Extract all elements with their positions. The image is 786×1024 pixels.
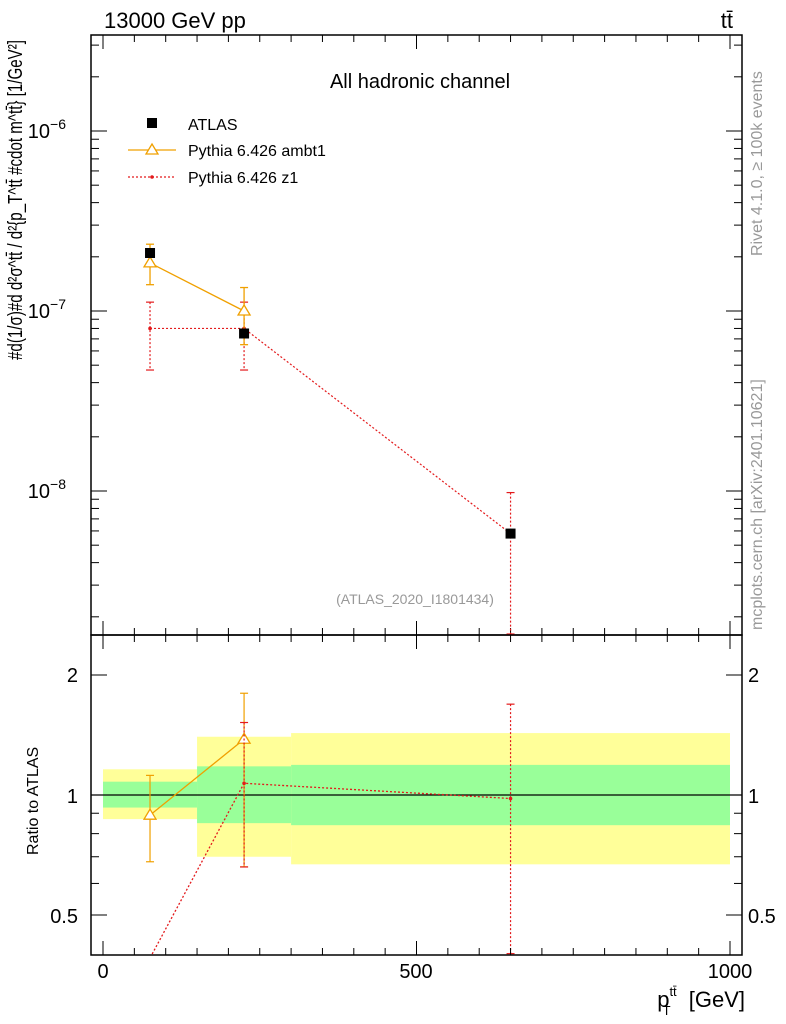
legend-atlas-marker xyxy=(147,118,157,128)
analysis-tag: (ATLAS_2020_I1801434) xyxy=(336,591,494,607)
legend-ambt1-label: Pythia 6.426 ambt1 xyxy=(188,143,326,160)
process-label: tt̄ xyxy=(721,8,733,33)
y-tick-label-1e-6: 10−6 xyxy=(28,116,66,143)
ambt1-point xyxy=(142,255,158,268)
mcplots-label: mcplots.cern.ch [arXiv:2401.10621] xyxy=(749,379,766,630)
ratio-z1-point xyxy=(242,781,246,786)
ratio-ambt1-point xyxy=(142,807,158,820)
ambt1-line xyxy=(149,262,245,312)
atlas-point xyxy=(239,328,250,339)
ratio-panel: Ratio to ATLAS 0.5 1 2 0.5 1 2 0 500 100… xyxy=(25,634,776,1018)
ratio-series xyxy=(142,692,515,955)
main-ticks xyxy=(91,35,742,635)
x-axis-title: ptt̄ T [GeV] xyxy=(657,984,745,1018)
legend-z1-marker xyxy=(150,175,154,179)
main-title: All hadronic channel xyxy=(330,71,510,93)
main-y-axis-title: #d(1/σ)#d d²σ^tt̄ / d²{p_T^tt̄ #cdot m^t… xyxy=(5,40,27,360)
ratio-z1-point xyxy=(508,796,513,801)
legend-ambt1-marker xyxy=(144,142,160,155)
legend-atlas-label: ATLAS xyxy=(188,117,238,134)
ratio-ambt1-line xyxy=(149,738,245,816)
ratio-y-tick-label-left-0.5: 0.5 xyxy=(50,906,78,928)
ratio-y-tick-label-right-0.5: 0.5 xyxy=(748,906,776,928)
main-y-tick-labels: 10−6 10−7 10−8 xyxy=(28,116,66,503)
atlas-point xyxy=(505,528,516,539)
ratio-ticks xyxy=(91,635,742,955)
ratio-y-tick-label-left-2: 2 xyxy=(67,665,78,687)
legend-z1-label: Pythia 6.426 z1 xyxy=(188,170,298,187)
ratio-y-tick-label-left-1: 1 xyxy=(67,786,78,808)
ratio-bands xyxy=(103,733,730,865)
y-tick-label-1e-7: 10−7 xyxy=(28,296,66,323)
x-tick-label-0: 0 xyxy=(97,961,108,983)
atlas-point xyxy=(145,248,156,259)
z1-line xyxy=(150,327,511,535)
x-tick-label-500: 500 xyxy=(399,961,432,983)
ambt1-point xyxy=(236,303,252,316)
main-panel: All hadronic channel (ATLAS_2020_I180143… xyxy=(5,34,743,636)
ratio-y-tick-label-right-1: 1 xyxy=(748,786,759,808)
ratio-y-tick-label-right-2: 2 xyxy=(748,665,759,687)
ratio-y-axis-title: Ratio to ATLAS xyxy=(25,747,42,855)
rivet-version-label: Rivet 4.1.0, ≥ 100k events xyxy=(749,71,766,256)
x-tick-label-1000: 1000 xyxy=(708,961,753,983)
energy-label: 13000 GeV pp xyxy=(104,8,246,33)
legend: ATLAS Pythia 6.426 ambt1 Pythia 6.426 z1 xyxy=(128,117,326,187)
z1-point xyxy=(148,326,152,331)
main-series xyxy=(142,243,516,635)
y-tick-label-1e-8: 10−8 xyxy=(28,476,66,503)
